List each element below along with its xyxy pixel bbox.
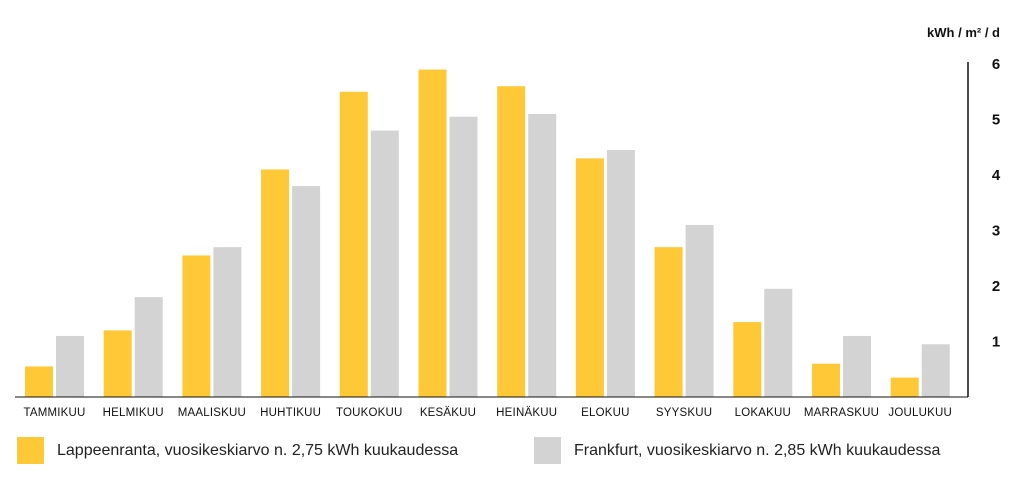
bar-frankfurt-kesäkuu <box>449 116 478 397</box>
x-tick-label: TAMMIKUU <box>23 407 85 419</box>
x-tick-label: SYYSKUU <box>656 407 712 419</box>
x-tick-label: HEINÄKUU <box>496 407 557 419</box>
x-tick-label: MARRASKUU <box>804 407 879 419</box>
y-tick-label: 3 <box>992 223 1000 240</box>
x-tick-label: HUHTIKUU <box>260 407 321 419</box>
bars-group <box>25 69 950 398</box>
bar-lappeenranta-huhtikuu <box>261 169 290 397</box>
x-tick-label: JOULUKUU <box>888 407 952 419</box>
bar-frankfurt-joulukuu <box>921 344 950 397</box>
legend-item-lappeenranta: Lappeenranta, vuosikeskiarvo n. 2,75 kWh… <box>17 437 458 464</box>
y-tick-label: 5 <box>992 112 1000 129</box>
bar-frankfurt-syyskuu <box>685 224 714 397</box>
y-tick-label: 2 <box>992 278 1000 295</box>
y-axis-unit-label: kWh / m² / d <box>927 25 1000 40</box>
bar-lappeenranta-marraskuu <box>812 363 840 397</box>
bar-chart: kWh / m² / d 1 2 3 4 5 6 TAMMIKUU HELMIKUU MAAL… <box>15 25 1001 419</box>
bar-frankfurt-lokakuu <box>764 288 793 397</box>
x-tick-label: KESÄKUU <box>420 407 476 419</box>
bar-lappeenranta-elokuu <box>575 158 604 397</box>
bar-lappeenranta-toukokuu <box>339 91 368 397</box>
y-tick-label: 6 <box>992 56 1000 73</box>
x-labels-group: TAMMIKUU HELMIKUU MAALISKUU HUHTIKUU TOUKOKU… <box>23 407 952 419</box>
bar-frankfurt-toukokuu <box>370 130 399 397</box>
x-tick-label: LOKAKUU <box>735 407 791 419</box>
bar-lappeenranta-tammikuu <box>25 366 53 397</box>
legend-label-frankfurt: Frankfurt, vuosikeskiarvo n. 2,85 kWh ku… <box>574 441 941 459</box>
bar-lappeenranta-joulukuu <box>890 377 919 397</box>
bar-frankfurt-marraskuu <box>843 335 871 397</box>
bar-frankfurt-huhtikuu <box>292 186 321 397</box>
x-tick-label: ELOKUU <box>581 407 630 419</box>
bar-frankfurt-maaliskuu <box>213 247 242 397</box>
bar-lappeenranta-heinäkuu <box>497 86 526 397</box>
bar-lappeenranta-kesäkuu <box>418 69 447 398</box>
bar-lappeenranta-syyskuu <box>654 247 683 397</box>
legend-item-frankfurt: Frankfurt, vuosikeskiarvo n. 2,85 kWh ku… <box>534 437 940 464</box>
y-tick-label: 4 <box>992 167 1001 184</box>
bar-frankfurt-heinäkuu <box>528 113 557 397</box>
legend-swatch-lappeenranta <box>17 437 44 464</box>
x-tick-label: TOUKOKUU <box>336 407 403 419</box>
bar-lappeenranta-helmikuu <box>103 330 132 397</box>
y-tick-label: 1 <box>992 334 1000 351</box>
x-tick-label: HELMIKUU <box>103 407 164 419</box>
bar-frankfurt-tammikuu <box>56 335 84 397</box>
bar-frankfurt-elokuu <box>606 150 635 397</box>
legend-swatch-frankfurt <box>534 437 561 464</box>
x-tick-label: MAALISKUU <box>178 407 246 419</box>
bar-lappeenranta-lokakuu <box>733 322 762 397</box>
y-ticks-group: 1 2 3 4 5 6 <box>992 56 1001 351</box>
bar-frankfurt-helmikuu <box>134 297 163 397</box>
bar-lappeenranta-maaliskuu <box>182 255 211 397</box>
legend-label-lappeenranta: Lappeenranta, vuosikeskiarvo n. 2,75 kWh… <box>57 441 459 459</box>
